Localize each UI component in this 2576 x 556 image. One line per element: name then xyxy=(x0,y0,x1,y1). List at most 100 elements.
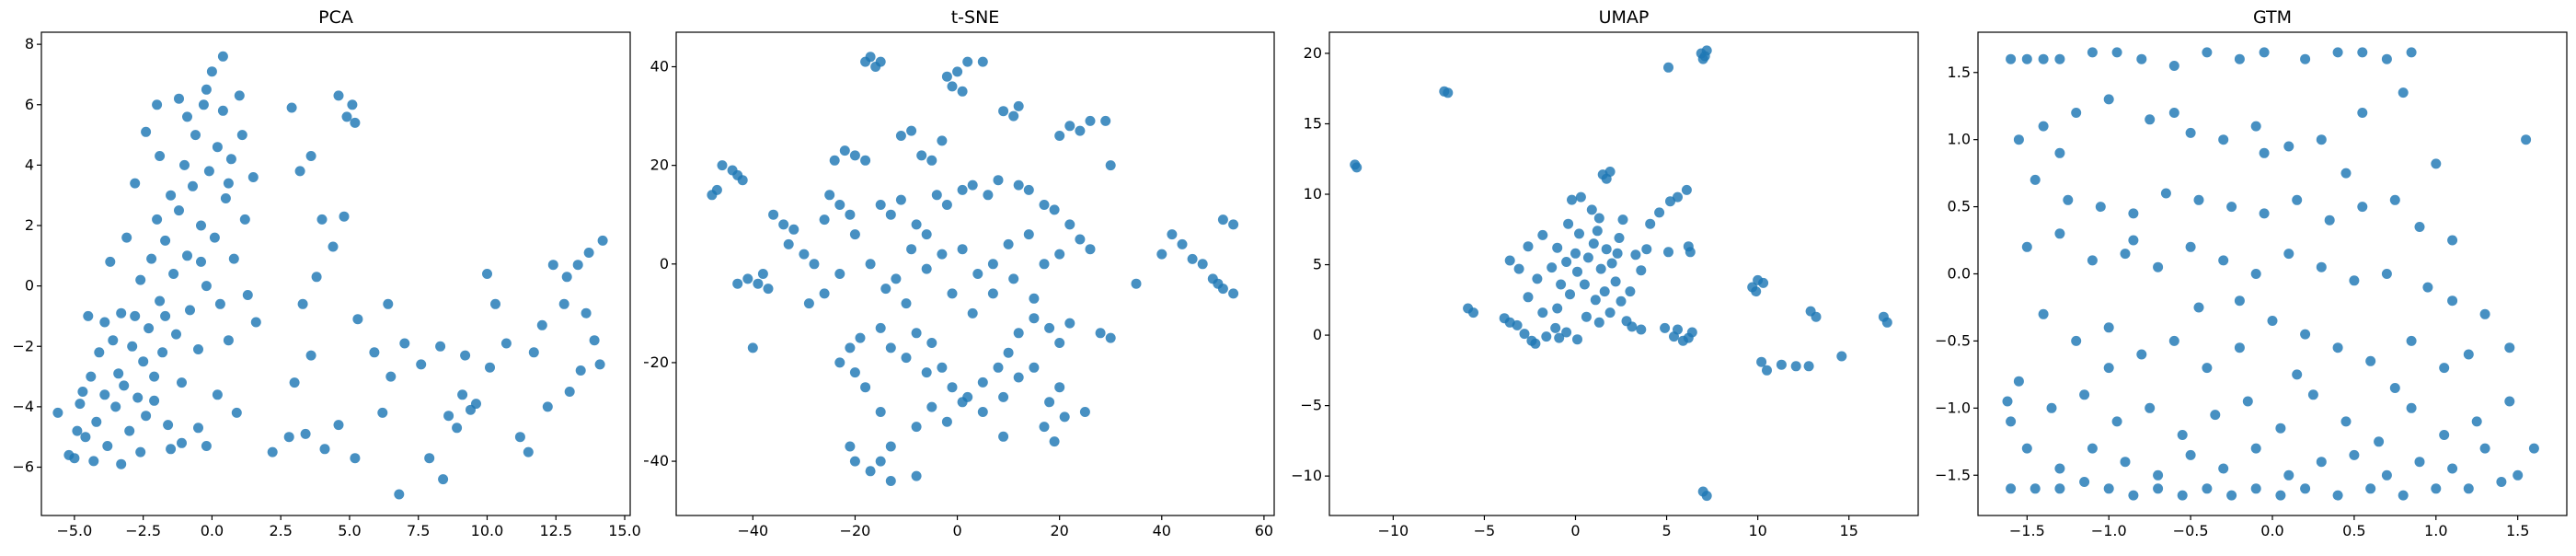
data-point xyxy=(2002,396,2013,407)
data-point xyxy=(130,178,141,189)
y-tick-label: 5 xyxy=(1313,256,1322,273)
data-point xyxy=(2128,490,2139,501)
data-point xyxy=(523,446,534,458)
x-tick-label: 5.0 xyxy=(338,522,361,539)
data-point xyxy=(1673,324,1683,335)
data-point xyxy=(424,453,435,464)
data-point xyxy=(2103,483,2114,494)
data-point xyxy=(2095,202,2106,213)
data-point xyxy=(1592,226,1603,237)
data-point xyxy=(1029,313,1040,324)
data-point xyxy=(2521,134,2532,145)
data-point xyxy=(319,444,330,455)
pca-panel: PCA −5.0 −2.5 0.0 2.5 5.0 7.5 10.0 12.5 15.0 −6 −4 −… xyxy=(0,0,644,552)
data-point xyxy=(1523,292,1534,303)
data-point xyxy=(1443,87,1454,98)
data-point xyxy=(110,401,121,412)
data-point xyxy=(239,214,250,225)
data-point xyxy=(166,190,177,201)
data-point xyxy=(1003,238,1014,249)
data-point xyxy=(819,288,830,299)
data-point xyxy=(2168,335,2179,346)
data-point xyxy=(1054,249,1065,260)
y-tick-label: −1.0 xyxy=(1935,399,1971,416)
x-tick-label: −1.5 xyxy=(2009,522,2045,539)
data-point xyxy=(339,211,350,222)
data-point xyxy=(911,422,922,433)
data-point xyxy=(2267,316,2278,326)
data-point xyxy=(1563,218,1574,229)
data-point xyxy=(1663,247,1673,258)
data-point xyxy=(2259,147,2270,158)
data-point xyxy=(138,356,149,367)
data-point xyxy=(717,160,728,171)
data-point xyxy=(1751,286,1762,297)
y-tick-label: −1.5 xyxy=(1935,466,1971,483)
data-point xyxy=(2226,202,2237,213)
data-point xyxy=(212,389,223,400)
data-point xyxy=(2365,483,2376,494)
data-point xyxy=(2013,376,2024,387)
data-point xyxy=(305,350,316,361)
gtm-scatter-plot: GTM −1.5 −1.0 −0.5 0.0 0.5 1.0 1.5 −1.5 −1.0 −0.5 0… xyxy=(1935,7,2568,539)
data-point xyxy=(998,391,1009,402)
data-point xyxy=(1177,238,1188,249)
data-point xyxy=(926,401,937,412)
data-point xyxy=(2463,483,2474,494)
data-point xyxy=(223,335,234,346)
tsne-scatter-plot: t-SNE −40 −20 0 20 40 60 −40 −20 0 20 40 xyxy=(638,7,1275,539)
data-point xyxy=(1049,436,1060,447)
x-tick-label: 0.0 xyxy=(201,522,224,539)
data-point xyxy=(2111,47,2122,58)
data-point xyxy=(443,411,454,422)
data-point xyxy=(2054,483,2065,494)
data-point xyxy=(2283,141,2294,152)
data-point xyxy=(1756,356,1767,367)
data-point xyxy=(83,310,94,321)
data-point xyxy=(1665,196,1675,207)
umap-axes-frame xyxy=(1328,31,1919,516)
x-tick-label: −5.0 xyxy=(56,522,92,539)
data-point xyxy=(2071,108,2082,118)
data-point xyxy=(2381,53,2392,64)
data-point xyxy=(1075,125,1086,136)
tsne-axes-frame xyxy=(675,31,1275,516)
data-point xyxy=(1588,238,1599,249)
data-point xyxy=(732,278,743,289)
data-point xyxy=(2283,249,2294,260)
data-point xyxy=(1064,219,1075,230)
umap-panel: UMAP −10 −5 0 5 10 15 −10 −5 0 5 10 15 20 xyxy=(1288,0,1932,552)
x-tick-label: −0.5 xyxy=(2173,522,2209,539)
data-point xyxy=(1039,422,1050,433)
data-point xyxy=(2250,483,2261,494)
data-point xyxy=(824,190,835,201)
pca-title: PCA xyxy=(318,7,353,28)
data-point xyxy=(2259,208,2270,219)
data-point xyxy=(1537,229,1548,240)
data-point xyxy=(589,335,600,346)
data-point xyxy=(399,338,410,349)
data-point xyxy=(895,131,906,141)
data-point xyxy=(231,407,242,418)
data-point xyxy=(834,200,845,210)
data-point xyxy=(435,341,446,352)
data-point xyxy=(977,376,988,388)
y-tick-label: −5 xyxy=(1300,397,1322,414)
data-point xyxy=(2447,463,2458,474)
data-point xyxy=(1228,219,1239,230)
data-point xyxy=(99,389,110,400)
data-point xyxy=(1811,311,1822,322)
data-point xyxy=(2177,490,2188,501)
data-point xyxy=(1604,307,1616,319)
data-point xyxy=(2275,423,2286,434)
data-point xyxy=(311,272,322,283)
data-point xyxy=(77,387,88,397)
data-point xyxy=(1595,263,1606,274)
gtm-panel: GTM −1.5 −1.0 −0.5 0.0 0.5 1.0 1.5 −1.5 −1.0 −0.5 0… xyxy=(1932,0,2576,552)
data-point xyxy=(2210,410,2221,421)
data-point xyxy=(152,99,163,110)
data-point xyxy=(2079,389,2090,400)
data-point xyxy=(119,380,130,391)
y-tick-label: −20 xyxy=(644,353,669,371)
data-point xyxy=(834,269,845,279)
